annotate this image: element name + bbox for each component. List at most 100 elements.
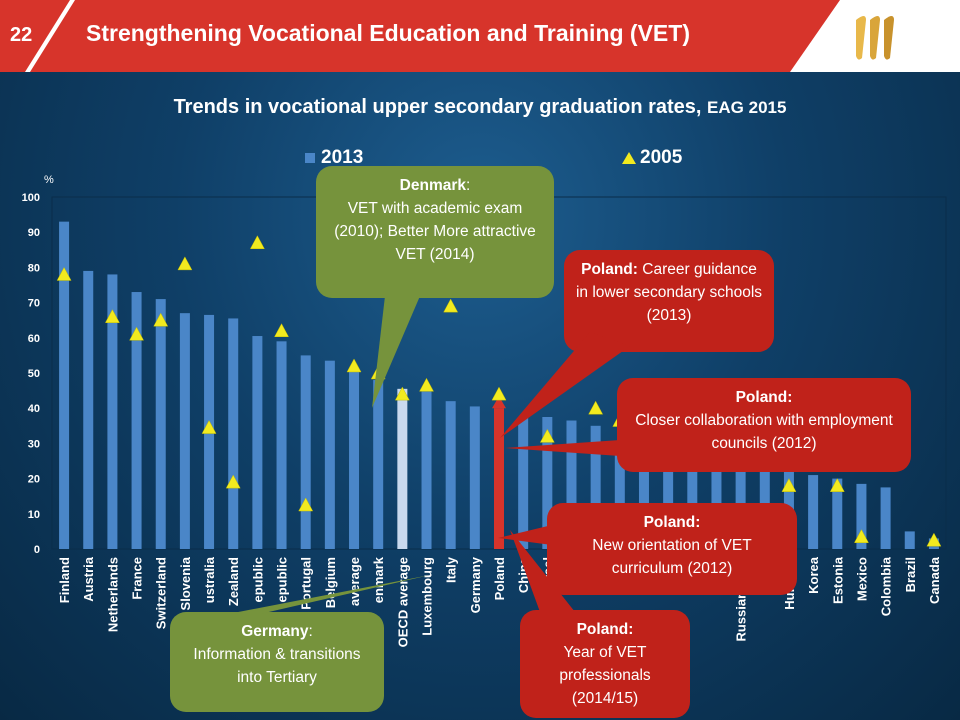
marker-2005 (419, 377, 434, 392)
x-tick-label: Estonia (830, 556, 845, 604)
bar-2013 (542, 417, 553, 549)
legend-2005: 2005 (622, 147, 682, 169)
bar-2013 (711, 453, 722, 549)
x-tick-label: Canada (927, 556, 942, 604)
bar-2013 (155, 299, 166, 549)
legend-2005-triangle-icon (622, 151, 636, 164)
bar-2013 (83, 270, 94, 549)
y-tick-label: 90 (28, 227, 40, 239)
callout-poland-career-text: Career guidance in lower secondary schoo… (575, 261, 763, 324)
chart-title: Trends in vocational upper secondary gra… (0, 96, 960, 119)
title-banner (30, 0, 840, 72)
bar-2013 (228, 318, 239, 549)
marker-2005 (443, 298, 459, 313)
y-tick-label: 70 (28, 298, 40, 310)
x-tick-label: Slovenia (178, 556, 193, 610)
bar-2013 (832, 478, 843, 549)
marker-2005 (491, 386, 507, 401)
marker-2005 (588, 400, 604, 415)
y-tick-label: 80 (28, 262, 40, 274)
marker-2005 (829, 478, 845, 492)
callout-poland-collab-country: Poland: (735, 389, 793, 406)
callout-poland-year-country: Poland: (576, 621, 634, 638)
bar-2013 (735, 453, 746, 549)
marker-2005 (854, 529, 869, 543)
callout-poland-collab-text: Closer collaboration with employment cou… (635, 412, 893, 452)
bar-2013 (445, 401, 456, 549)
marker-2005 (104, 309, 120, 323)
marker-2005 (249, 235, 265, 250)
y-tick-label: 40 (28, 403, 40, 415)
legend-2013: 2013 (305, 147, 363, 169)
chart-title-source: EAG 2015 (707, 98, 787, 117)
x-tick-label: Zealand (226, 557, 241, 606)
callout-denmark: Denmark: VET with academic exam (2010); … (316, 166, 554, 298)
bar-2013 (276, 341, 287, 549)
bar-2013 (494, 408, 504, 549)
x-tick-label: Germany (468, 556, 483, 613)
callout-poland-curriculum-text: New orientation of VET curriculum (2012) (592, 537, 752, 577)
y-tick-label: 50 (28, 368, 40, 380)
x-tick-label: OECD average (395, 557, 410, 647)
x-tick-label: ustralia (202, 556, 217, 603)
bar-2013 (252, 336, 263, 549)
y-tick-label: 10 (28, 509, 40, 521)
bar-2013 (59, 221, 70, 549)
x-tick-label: Belgium (323, 557, 338, 608)
x-tick-label: epublic (275, 557, 290, 603)
bar-2013 (518, 417, 529, 549)
callout-poland-career-country: Poland: (581, 261, 638, 278)
y-tick-label: 20 (28, 474, 40, 486)
callout-germany-text: Information & transitions into Tertiary (193, 646, 361, 686)
marker-2005 (370, 365, 386, 380)
bar-2013 (614, 443, 625, 549)
bar-2013 (566, 420, 577, 549)
marker-2005 (298, 497, 314, 512)
marker-2005 (926, 532, 942, 547)
x-tick-label: France (130, 557, 145, 600)
slide-title: Strengthening Vocational Education and T… (86, 20, 690, 46)
x-tick-label: Portugal (299, 557, 314, 610)
marker-2005 (781, 478, 797, 492)
x-tick-label: Poland (492, 557, 507, 600)
bar-2013 (324, 360, 335, 549)
x-tick-label: enmark (371, 556, 386, 603)
bar-2013 (808, 475, 819, 549)
legend-2013-swatch (305, 152, 315, 163)
callout-germany: Germany: Information & transitions into … (170, 612, 384, 712)
callout-poland-collab: Poland: Closer collaboration with employ… (617, 378, 911, 472)
bar-2013 (131, 292, 142, 549)
callout-germany-country: Germany (241, 623, 309, 640)
bar-2013 (469, 406, 480, 549)
bar-2013 (663, 443, 674, 549)
x-tick-label: Italy (444, 556, 459, 583)
bar-2013 (687, 450, 698, 549)
bar-2013 (590, 425, 601, 549)
y-tick-label: 100 (22, 192, 40, 204)
oecd-logo-icon (856, 16, 894, 60)
bar-2013 (349, 369, 360, 549)
y-axis-label: % (44, 174, 54, 186)
marker-2005 (153, 312, 169, 327)
x-tick-label: Netherlands (105, 557, 120, 632)
x-tick-label: Finland (57, 557, 72, 603)
x-tick-label: China (516, 556, 531, 593)
marker-2005 (129, 326, 144, 341)
legend-2005-label: 2005 (640, 147, 683, 168)
bar-2013 (397, 388, 408, 549)
marker-2005 (201, 420, 217, 434)
marker-2005 (274, 323, 289, 338)
y-tick-label: 60 (28, 333, 40, 345)
y-tick-label: 30 (28, 438, 40, 450)
slide-number: 22 (10, 24, 33, 46)
x-tick-label: Austria (81, 556, 96, 602)
bar-2013 (107, 274, 118, 549)
bar-2013 (373, 380, 384, 549)
callout-poland-year-text: Year of VET professionals (2014/15) (559, 644, 651, 707)
bar-2013 (856, 483, 867, 549)
callout-poland-curriculum-country: Poland: (643, 514, 701, 531)
x-tick-label: Switzerland (154, 557, 169, 629)
y-tick-label: 0 (34, 544, 40, 556)
x-tick-label: Colombia (879, 556, 894, 616)
x-tick-label: Mexico (854, 557, 869, 601)
